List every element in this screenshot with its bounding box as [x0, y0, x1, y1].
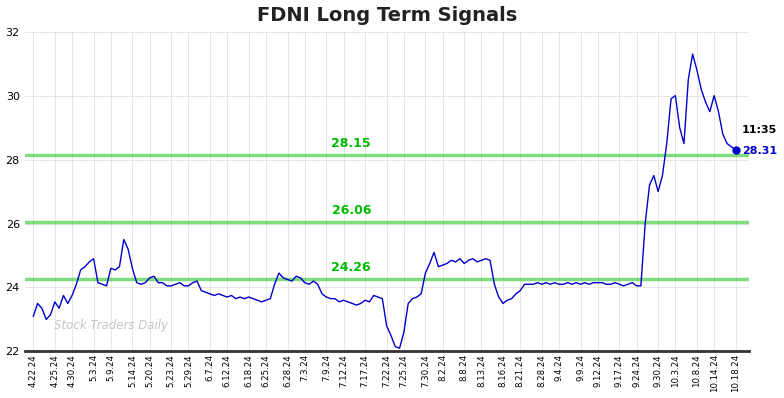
- Title: FDNI Long Term Signals: FDNI Long Term Signals: [256, 6, 517, 25]
- Text: 24.26: 24.26: [332, 261, 371, 274]
- Text: 11:35: 11:35: [742, 125, 778, 135]
- Text: 28.15: 28.15: [332, 137, 371, 150]
- Point: [729, 146, 742, 153]
- Text: 28.31: 28.31: [742, 146, 777, 156]
- Text: 26.06: 26.06: [332, 204, 371, 217]
- Text: Stock Traders Daily: Stock Traders Daily: [53, 319, 168, 332]
